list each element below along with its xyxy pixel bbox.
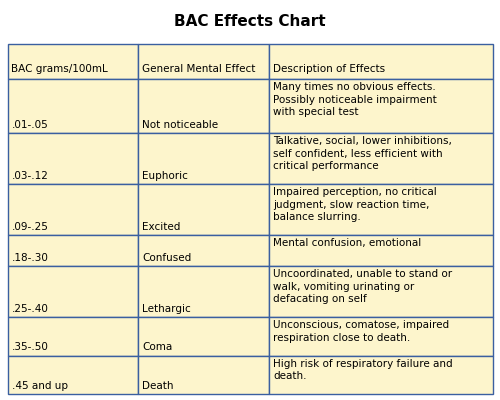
Text: BAC grams/100mL: BAC grams/100mL: [11, 64, 108, 74]
Text: Description of Effects: Description of Effects: [273, 64, 385, 74]
Bar: [8, 317, 138, 356]
Bar: [270, 44, 492, 79]
Bar: [8, 79, 138, 133]
Text: Euphoric: Euphoric: [142, 171, 188, 181]
Text: .03-.12: .03-.12: [12, 171, 49, 181]
Text: Talkative, social, lower inhibitions,
self confident, less efficient with
critic: Talkative, social, lower inhibitions, se…: [273, 136, 452, 171]
Text: .45 and up: .45 and up: [12, 381, 68, 391]
Bar: [8, 266, 138, 317]
Bar: [138, 133, 270, 184]
Bar: [8, 235, 138, 266]
Bar: [138, 356, 270, 394]
Text: .25-.40: .25-.40: [12, 304, 49, 314]
Bar: [138, 317, 270, 356]
Text: .18-.30: .18-.30: [12, 253, 49, 263]
Bar: [8, 356, 138, 394]
Text: .01-.05: .01-.05: [12, 120, 48, 130]
Bar: [8, 44, 138, 79]
Text: Coma: Coma: [142, 342, 172, 352]
Text: Excited: Excited: [142, 222, 181, 232]
Bar: [270, 184, 492, 235]
Bar: [8, 133, 138, 184]
Bar: [138, 184, 270, 235]
Text: Not noticeable: Not noticeable: [142, 120, 218, 130]
Text: High risk of respiratory failure and
death.: High risk of respiratory failure and dea…: [273, 359, 452, 381]
Bar: [270, 317, 492, 356]
Bar: [270, 133, 492, 184]
Text: .09-.25: .09-.25: [12, 222, 49, 232]
Bar: [138, 266, 270, 317]
Bar: [270, 266, 492, 317]
Text: Unconscious, comatose, impaired
respiration close to death.: Unconscious, comatose, impaired respirat…: [273, 320, 449, 342]
Text: Lethargic: Lethargic: [142, 304, 191, 314]
Bar: [8, 184, 138, 235]
Text: Mental confusion, emotional: Mental confusion, emotional: [273, 238, 421, 248]
Text: Uncoordinated, unable to stand or
walk, vomiting urinating or
defacating on self: Uncoordinated, unable to stand or walk, …: [273, 270, 452, 304]
Bar: [270, 235, 492, 266]
Text: BAC Effects Chart: BAC Effects Chart: [174, 14, 326, 29]
Text: .35-.50: .35-.50: [12, 342, 49, 352]
Text: Confused: Confused: [142, 253, 192, 263]
Bar: [138, 235, 270, 266]
Bar: [270, 356, 492, 394]
Bar: [138, 79, 270, 133]
Text: Impaired perception, no critical
judgment, slow reaction time,
balance slurring.: Impaired perception, no critical judgmen…: [273, 187, 436, 222]
Bar: [270, 79, 492, 133]
Bar: [138, 44, 270, 79]
Text: Many times no obvious effects.
Possibly noticeable impairment
with special test: Many times no obvious effects. Possibly …: [273, 82, 436, 117]
Text: Death: Death: [142, 381, 174, 391]
Text: General Mental Effect: General Mental Effect: [142, 64, 256, 74]
